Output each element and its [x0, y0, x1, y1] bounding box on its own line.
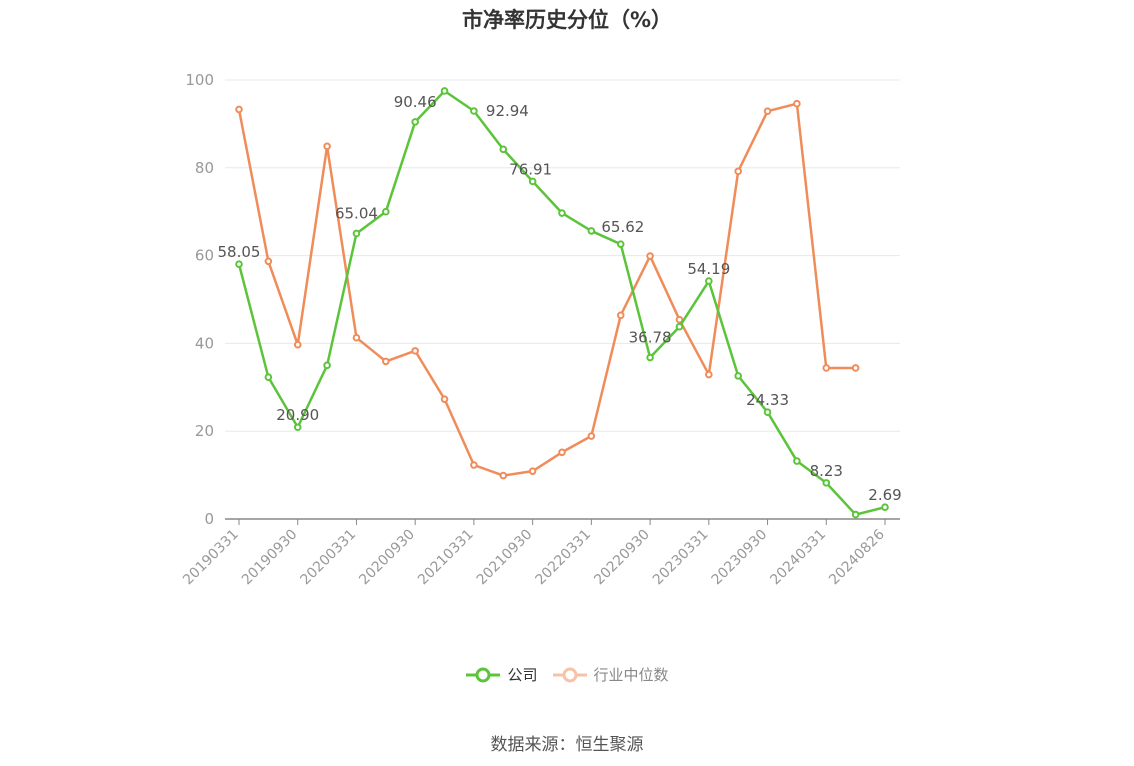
series-point-1 [793, 99, 801, 108]
series-point-0 [528, 177, 537, 186]
x-tick-label: 20190331 [180, 527, 242, 589]
series-point-1 [235, 105, 243, 114]
x-tick-label: 20210331 [415, 527, 477, 589]
legend: 公司 行业中位数 [0, 664, 1134, 685]
series-point-0 [881, 503, 889, 511]
data-label: 65.62 [601, 218, 644, 236]
series-line-1 [237, 102, 856, 477]
series-point-0 [352, 229, 361, 238]
series-point-1 [646, 252, 654, 260]
x-tick-label: 20220331 [532, 527, 594, 589]
legend-industry-icon [552, 667, 587, 682]
series-point-0 [705, 277, 713, 285]
x-tick-label: 20240826 [826, 526, 888, 588]
series-point-1 [411, 347, 419, 355]
series-point-1 [763, 107, 772, 115]
data-label: 90.46 [394, 93, 437, 111]
data-label: 65.04 [335, 204, 378, 222]
series-point-0 [411, 118, 419, 126]
data-label: 24.33 [746, 391, 789, 409]
series-point-0 [382, 207, 390, 216]
x-tick-label: 20210930 [474, 527, 536, 589]
x-tick-label: 20220930 [591, 527, 653, 589]
series-point-0 [558, 209, 566, 217]
y-tick-label: 40 [195, 334, 214, 352]
series-point-1 [470, 461, 478, 469]
series-point-1 [382, 357, 390, 366]
data-label: 2.69 [868, 486, 901, 504]
data-label: 36.78 [629, 329, 672, 347]
legend-item-industry-median[interactable]: 行业中位数 [552, 664, 669, 685]
series-point-1 [264, 257, 273, 266]
y-tick-label: 80 [195, 159, 214, 177]
legend-company-icon [466, 667, 501, 682]
series-point-0 [616, 240, 625, 248]
data-label: 92.94 [486, 102, 529, 120]
series-point-0 [587, 227, 596, 235]
source-note: 数据来源：恒生聚源 [490, 735, 644, 755]
y-tick-label: 100 [185, 71, 214, 89]
series-point-0 [440, 87, 449, 95]
legend-item-company[interactable]: 公司 [465, 664, 538, 685]
series-point-1 [705, 370, 713, 379]
series-point-0 [822, 479, 831, 487]
series-point-1 [734, 167, 742, 176]
y-tick-label: 0 [204, 510, 214, 528]
series-point-0 [470, 107, 478, 115]
series-point-0 [851, 510, 860, 519]
data-label: 76.91 [509, 160, 552, 178]
series-point-0 [293, 423, 302, 432]
y-tick-label: 60 [195, 247, 214, 265]
chart-title: 市净率历史分位（%） [461, 8, 673, 32]
series-point-0 [734, 372, 742, 380]
data-label: 20.90 [276, 406, 319, 424]
data-label: 58.05 [218, 243, 261, 261]
legend-label-industry-median: 行业中位数 [593, 666, 669, 684]
x-tick-label: 20230331 [650, 527, 712, 589]
series-point-0 [763, 408, 772, 416]
series-point-0 [793, 457, 801, 465]
series-point-1 [440, 395, 449, 403]
series-point-1 [851, 364, 860, 372]
y-tick-label: 20 [195, 422, 214, 440]
series-point-1 [293, 340, 302, 349]
x-tick-label: 20200930 [356, 527, 418, 589]
series-point-1 [499, 471, 508, 480]
series-point-0 [235, 260, 243, 268]
x-tick-label: 20230930 [709, 527, 771, 589]
series-point-1 [352, 333, 361, 342]
series-point-0 [675, 322, 684, 331]
data-label: 54.19 [687, 260, 730, 278]
series-point-1 [587, 432, 596, 440]
series-point-1 [822, 364, 831, 372]
x-tick-label: 20240331 [767, 527, 829, 589]
series-point-1 [323, 142, 331, 151]
x-tick-label: 20190930 [239, 527, 301, 589]
series-point-1 [558, 448, 566, 457]
data-label: 8.23 [810, 462, 843, 480]
series-point-0 [499, 145, 508, 154]
legend-label-company: 公司 [507, 666, 538, 684]
series-point-0 [323, 361, 331, 370]
series-point-1 [675, 315, 684, 324]
series-point-0 [646, 353, 654, 362]
series-point-1 [528, 467, 537, 475]
x-tick-label: 20200331 [298, 527, 360, 589]
series-point-0 [264, 373, 273, 382]
series-point-1 [616, 311, 625, 320]
